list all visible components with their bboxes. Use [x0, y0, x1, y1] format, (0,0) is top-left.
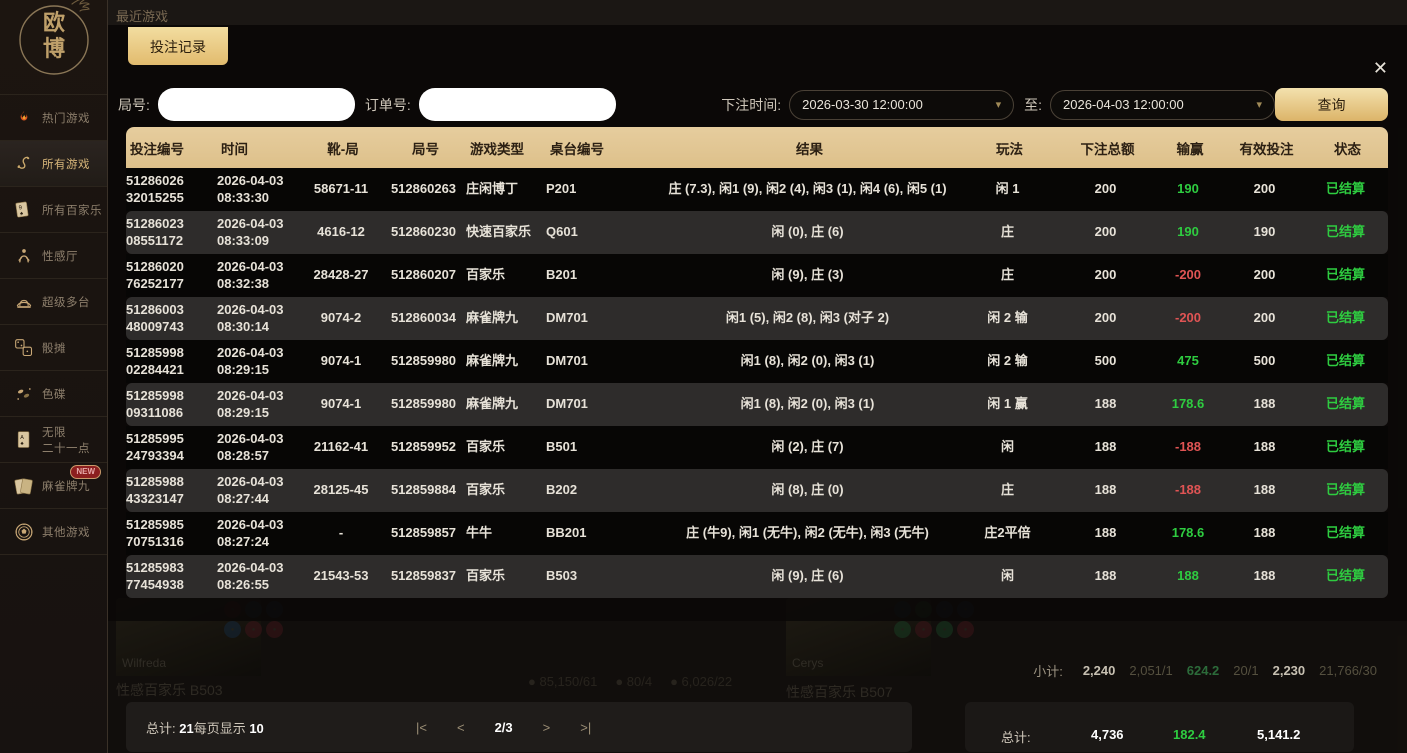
svg-text:欧: 欧: [42, 10, 64, 35]
svg-text:♠: ♠: [21, 441, 24, 447]
svg-text:博: 博: [42, 36, 64, 61]
